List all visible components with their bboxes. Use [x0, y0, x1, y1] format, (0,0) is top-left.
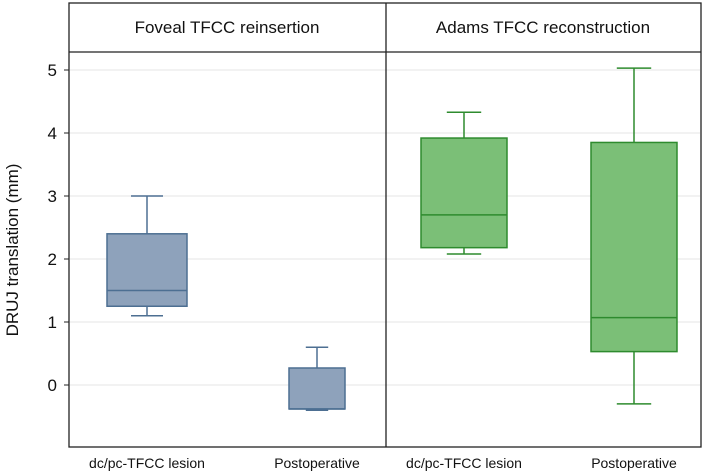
box-plot-panel1-box1	[106, 195, 188, 317]
y-tick-label-1: 1	[48, 313, 57, 332]
plot-frame	[68, 2, 702, 448]
box-plot-panel2-box1	[420, 111, 508, 255]
panel-title-2: Adams TFCC reconstruction	[436, 18, 650, 37]
y-tick-label-2: 2	[48, 250, 57, 269]
iqr-box	[420, 137, 508, 249]
frame-layer	[68, 2, 702, 448]
iqr-box	[288, 367, 346, 410]
iqr-box	[106, 233, 188, 307]
y-tick-label-5: 5	[48, 61, 57, 80]
box-plot-panel2-box2	[590, 67, 678, 405]
text-layer: Foveal TFCC reinsertion Adams TFCC recon…	[3, 18, 677, 471]
x-label-panel1-box1: dc/pc-TFCC lesion	[89, 455, 205, 471]
y-tick-layer: 0 1 2 3 4 5	[48, 61, 69, 395]
y-axis-title: DRUJ translation (mm)	[3, 164, 22, 337]
box-layer	[106, 67, 678, 411]
box-plot-panel1-box2	[288, 346, 346, 411]
x-label-panel1-box2: Postoperative	[274, 455, 360, 471]
x-label-panel2-box2: Postoperative	[591, 455, 677, 471]
y-tick-label-3: 3	[48, 187, 57, 206]
panel-title-1: Foveal TFCC reinsertion	[135, 18, 320, 37]
y-tick-label-4: 4	[48, 124, 57, 143]
y-tick-label-0: 0	[48, 376, 57, 395]
x-label-panel2-box1: dc/pc-TFCC lesion	[406, 455, 522, 471]
iqr-box	[590, 141, 678, 353]
